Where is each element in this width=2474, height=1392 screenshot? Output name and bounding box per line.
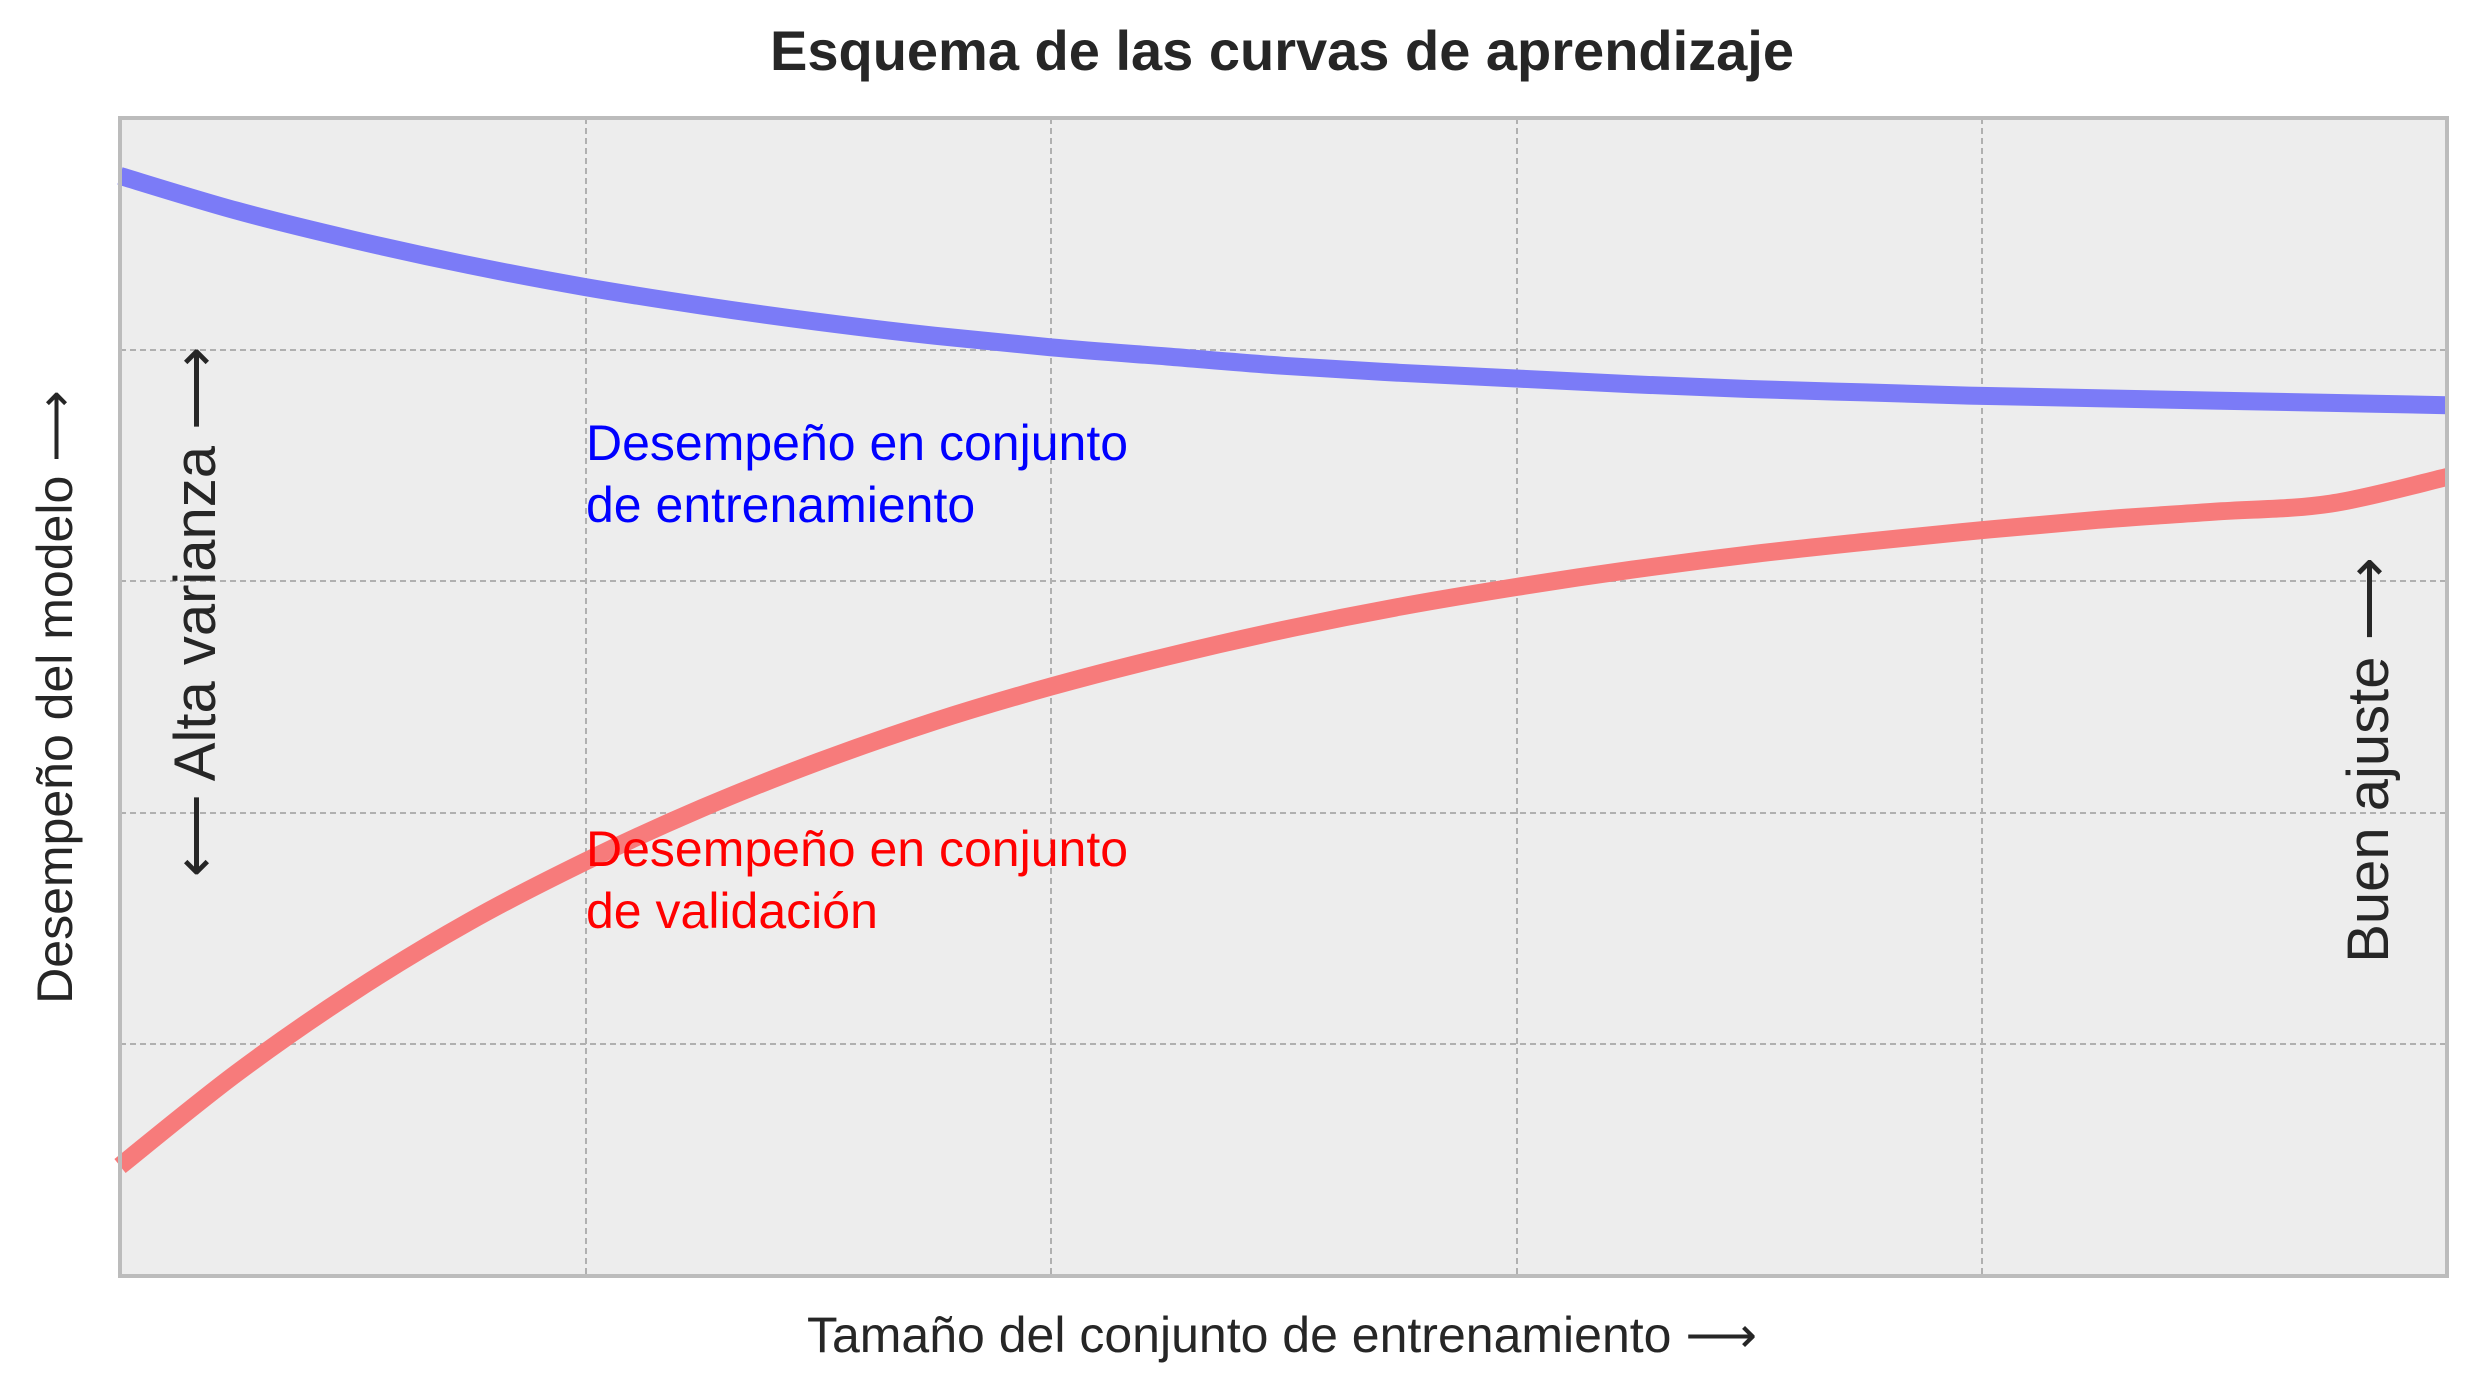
validation-performance-line [114,468,2450,1174]
y-axis-label: Desempeño del modelo ⟶ [27,390,83,1004]
x-axis-label: Tamaño del conjunto de entrenamiento ⟶ [807,1307,1757,1363]
plot-area [120,118,2447,1276]
plot-frame [118,116,2449,1278]
chart-title: Esquema de las curvas de aprendizaje [770,19,1794,82]
validation-annotation-line-2: de validación [586,883,878,939]
good-fit-label: Buen ajuste ⟶ [2336,557,2401,963]
validation-annotation: Desempeño en conjunto de validación [586,821,1142,939]
high-variance-label: ⟵ Alta varianza ⟶ [163,347,228,878]
training-annotation: Desempeño en conjunto de entrenamiento [586,415,1142,533]
validation-annotation-line-1: Desempeño en conjunto [586,821,1128,877]
training-annotation-line-1: Desempeño en conjunto [586,415,1128,471]
training-annotation-line-2: de entrenamiento [586,477,975,533]
grid [120,118,2447,1276]
training-performance-line [117,167,2448,415]
